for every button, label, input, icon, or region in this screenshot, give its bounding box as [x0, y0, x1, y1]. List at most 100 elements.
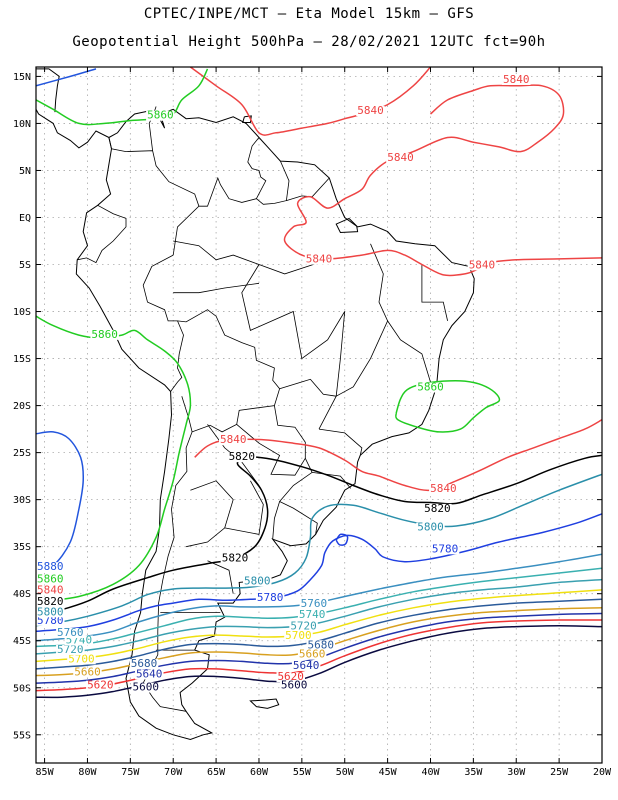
- lat-tick-label: 15S: [13, 354, 31, 365]
- contour-label-bg: [297, 649, 327, 660]
- contour-label: 5760: [57, 626, 84, 639]
- contour-label: 5880: [37, 560, 64, 573]
- lat-tick-label: 30S: [13, 495, 31, 506]
- contour-label-bg: [306, 640, 335, 651]
- contour-5740: [36, 567, 602, 648]
- lon-tick-label: 20W: [593, 767, 612, 778]
- lon-tick-label: 35W: [464, 767, 483, 778]
- border-line: [207, 560, 234, 594]
- contour-label: 5820: [37, 595, 64, 608]
- contour-label: 5840: [469, 258, 496, 271]
- contour-5700: [36, 589, 602, 663]
- contour-5840: [283, 84, 602, 277]
- contour-label-bg: [36, 607, 65, 618]
- contour-label-bg: [36, 615, 65, 626]
- contour-label: 5760: [301, 597, 328, 610]
- plot-frame: [35, 66, 603, 764]
- contour-label: 5840: [430, 482, 457, 495]
- lon-tick-label: 75W: [121, 767, 140, 778]
- lat-tick-label: 15N: [13, 72, 31, 83]
- lon-tick-label: 60W: [250, 767, 269, 778]
- border-line: [77, 204, 127, 264]
- contour-label-bg: [255, 593, 285, 604]
- contour-label-bg: [284, 630, 313, 641]
- coastline: [36, 109, 110, 149]
- lon-tick-label: 50W: [336, 767, 355, 778]
- contour-label: 5600: [133, 681, 160, 694]
- contour-label: 5840: [220, 433, 247, 446]
- contour-label-bg: [90, 329, 119, 340]
- border-line: [241, 264, 346, 360]
- contour-5680: [36, 598, 602, 670]
- lat-tick-label: 40S: [13, 589, 31, 600]
- border-line: [173, 240, 320, 275]
- lon-tick-label: 40W: [421, 767, 440, 778]
- contour-label-bg: [276, 672, 305, 683]
- contour-label: 5600: [281, 679, 308, 692]
- contour-5880: [36, 430, 85, 571]
- lon-tick-label: 45W: [379, 767, 398, 778]
- lat-tick-label: 5S: [19, 260, 31, 271]
- border-line: [336, 320, 388, 397]
- contour-label: 5640: [293, 659, 320, 672]
- lon-tick-label: 70W: [164, 767, 183, 778]
- coastline: [75, 108, 475, 741]
- contour-label-bg: [502, 74, 531, 85]
- title-line-2: Geopotential Height 500hPa – 28/02/2021 …: [72, 34, 546, 50]
- contour-5880: [36, 68, 97, 87]
- contour-5860: [395, 379, 501, 433]
- contour-label-bg: [135, 669, 164, 680]
- axis-ticks: 15N 10N 5N EQ 5S 10S 15S 20S 25S 30S 35S 40S 45S 50S 5…: [13, 67, 612, 778]
- title-line-1: CPTEC/INPE/MCT – Eta Model 15km – GFS: [143, 6, 475, 22]
- contour-label-bg: [429, 484, 458, 495]
- contour-5760: [36, 553, 602, 642]
- contour-label-bg: [36, 596, 65, 607]
- contour-label-bg: [67, 654, 96, 665]
- contour-label: 5720: [290, 619, 317, 632]
- coastline: [92, 3, 138, 28]
- contour-label-bg: [467, 260, 497, 271]
- lat-tick-label: 35S: [13, 542, 31, 553]
- contour-5840: [194, 419, 602, 492]
- lat-tick-label: 55S: [13, 730, 31, 741]
- border-line: [421, 264, 448, 321]
- contour-label: 5840: [306, 253, 333, 266]
- border-line: [318, 428, 363, 456]
- contour-label-bg: [220, 553, 250, 564]
- contour-label-bg: [146, 110, 175, 121]
- contour-label: 5700: [285, 629, 312, 642]
- contour-label-bg: [304, 254, 334, 265]
- border-line: [198, 176, 257, 207]
- contour-5780: [335, 533, 349, 546]
- border-line: [173, 282, 260, 294]
- contour-label-bg: [386, 153, 415, 164]
- contour-label: 5640: [136, 667, 163, 680]
- contour-5860: [36, 68, 209, 126]
- coastline: [152, 44, 186, 50]
- lat-tick-label: 10S: [13, 307, 31, 318]
- lon-tick-label: 55W: [293, 767, 312, 778]
- contour-5800: [36, 473, 602, 627]
- lon-tick-label: 30W: [507, 767, 526, 778]
- contour-label: 5620: [87, 679, 114, 692]
- contour-label-bg: [430, 544, 460, 555]
- contour-label: 5800: [37, 605, 64, 618]
- political-borders: [77, 106, 448, 712]
- contour-label: 5820: [424, 502, 451, 515]
- contour-label-bg: [131, 682, 160, 693]
- contour-label: 5800: [417, 521, 444, 534]
- contour-label-bg: [56, 644, 85, 655]
- coastlines: [36, 3, 475, 741]
- contour-label: 5700: [68, 652, 95, 665]
- contour-label-bg: [299, 598, 329, 609]
- lat-tick-label: 50S: [13, 683, 31, 694]
- contour-label: 5780: [432, 542, 459, 555]
- contour-label-bg: [243, 576, 272, 587]
- lon-tick-label: 85W: [36, 767, 55, 778]
- lon-tick-label: 25W: [550, 767, 569, 778]
- contour-label: 5820: [222, 552, 249, 565]
- border-line: [272, 501, 280, 540]
- lon-tick-label: 80W: [78, 767, 97, 778]
- contour-label-bg: [56, 628, 85, 639]
